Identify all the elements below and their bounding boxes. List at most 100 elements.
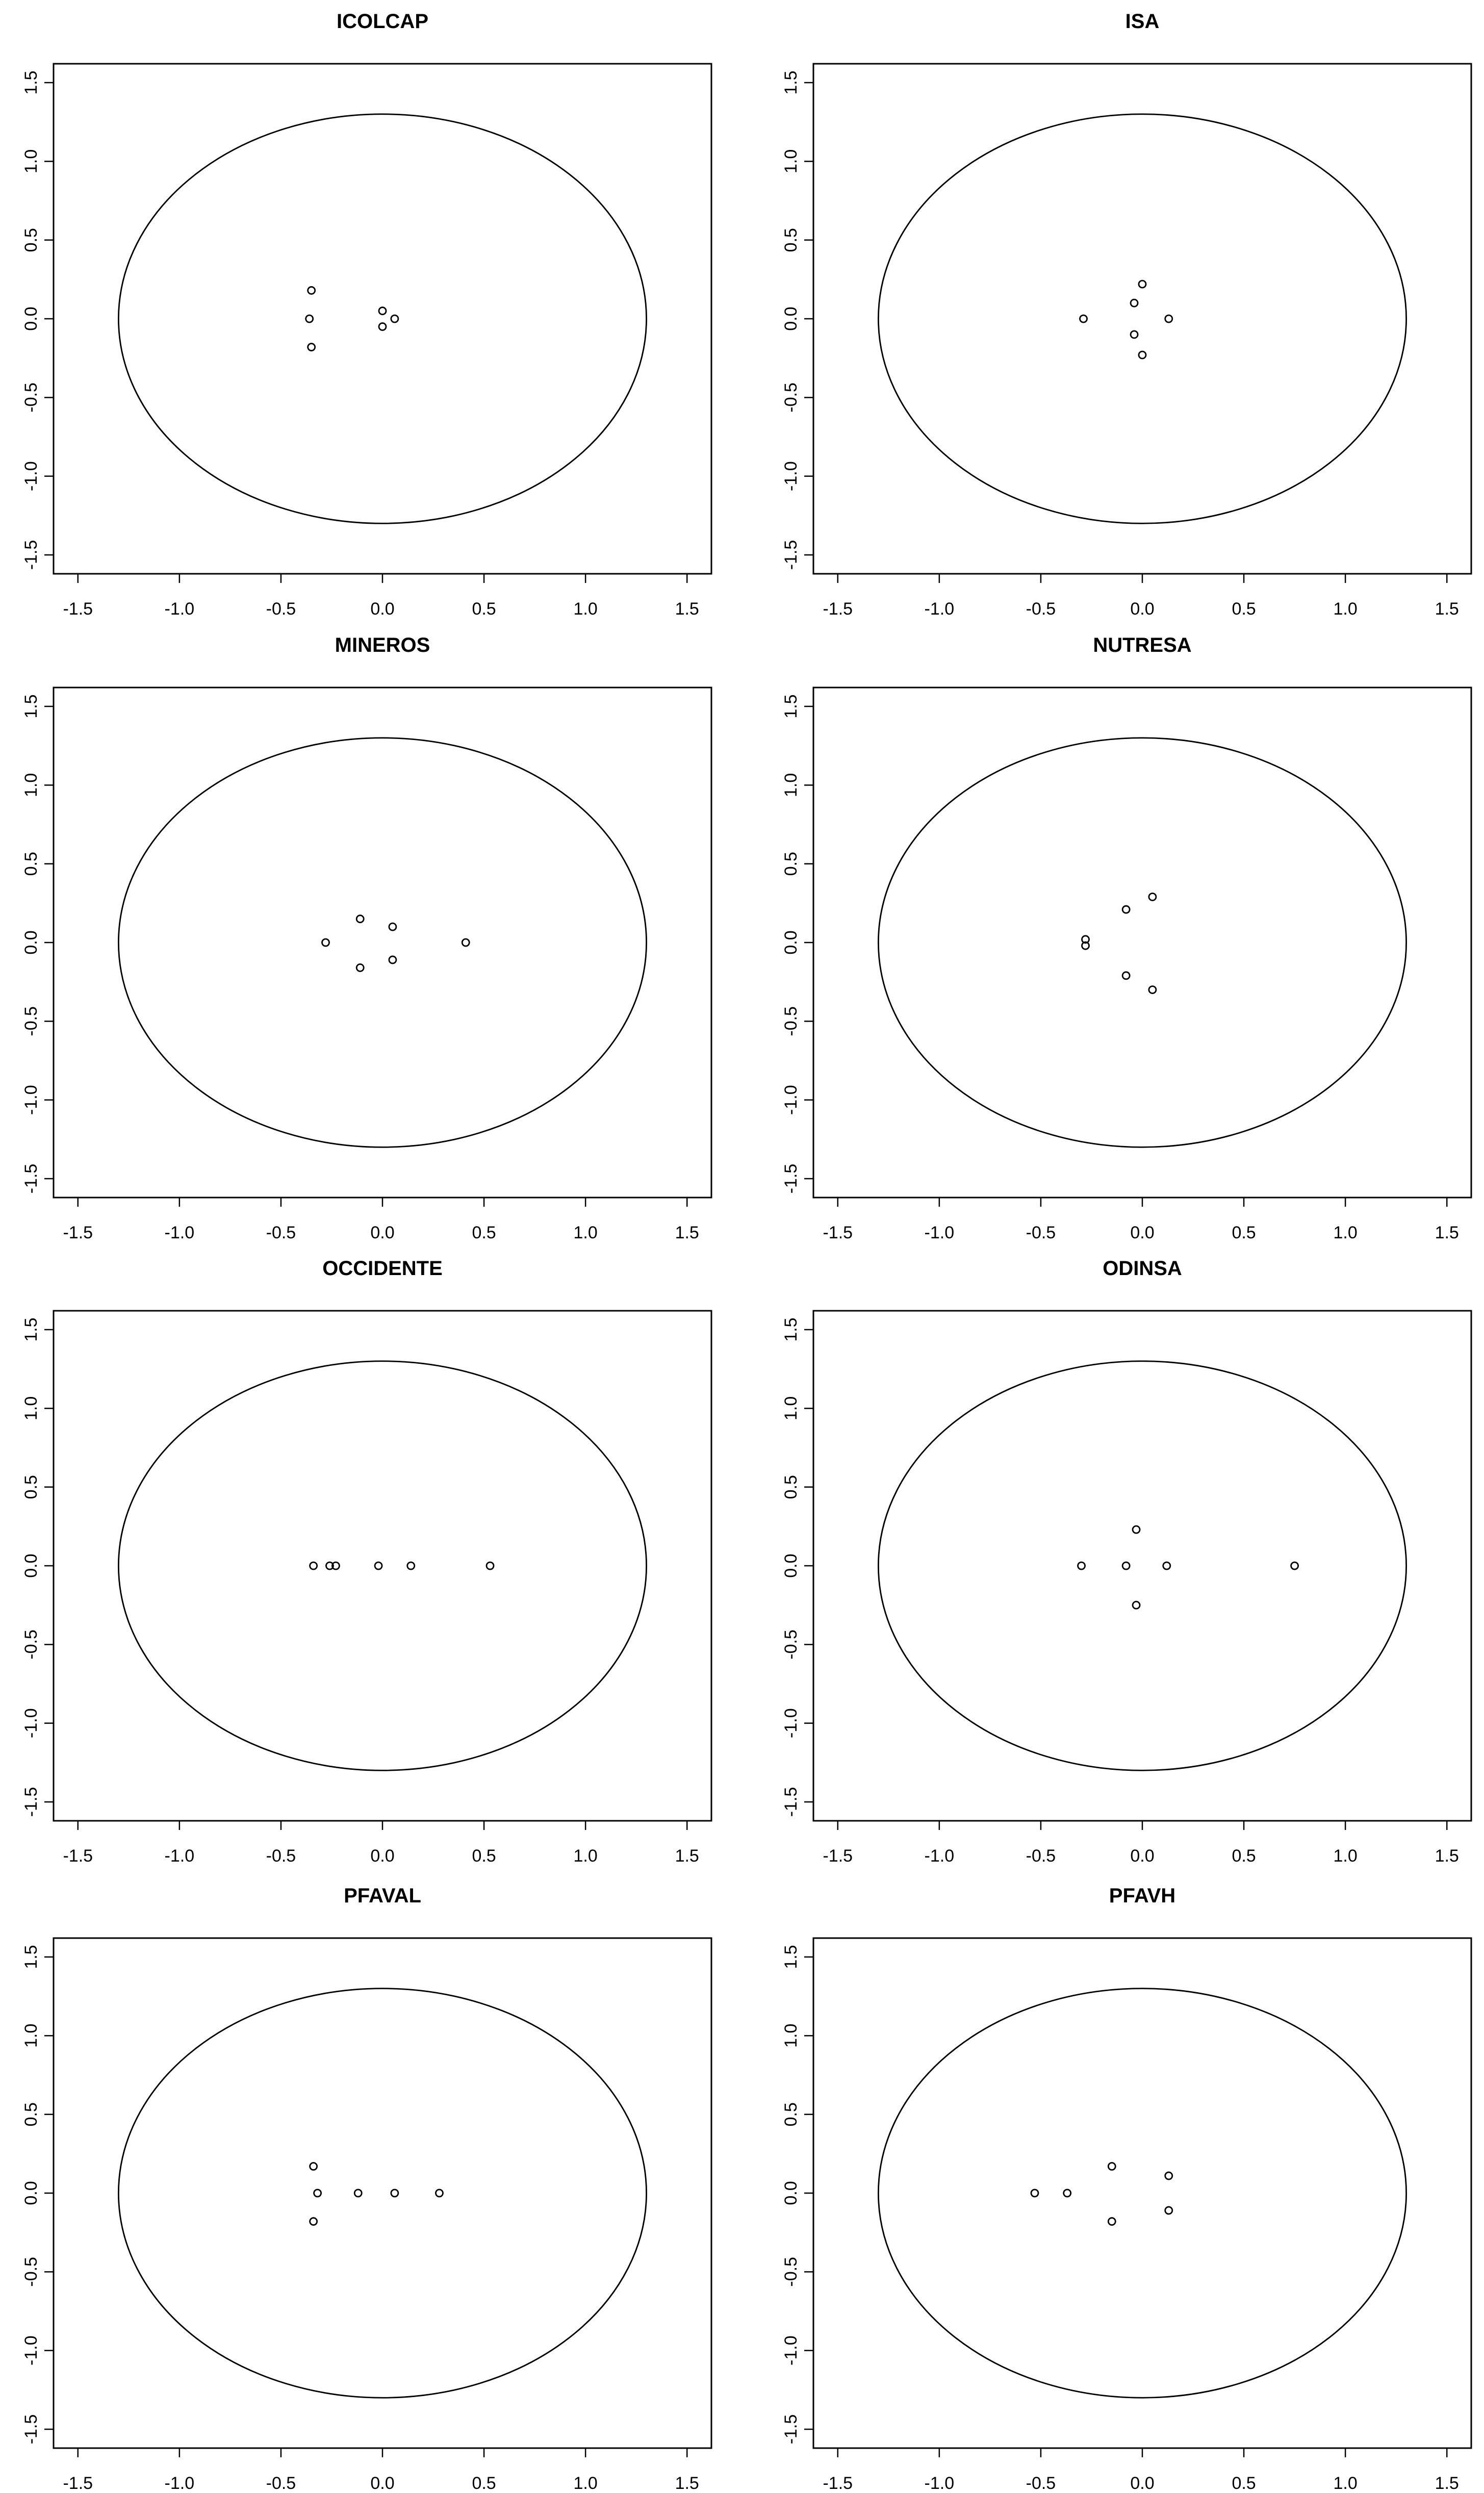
root-point	[1164, 2171, 1173, 2180]
x-tick-label: -1.0	[165, 599, 195, 619]
panel-nutresa: NUTRESA -1.5 -1.0 -0.5 0.0 0.5 1.0 1.5 -1.5 -1.0 -…	[781, 634, 1472, 1242]
y-tick-label: -0.5	[21, 1630, 41, 1660]
root-point	[305, 314, 314, 323]
y-tick-label: 0.0	[21, 930, 41, 954]
y-tick-label: 0.5	[21, 2102, 41, 2126]
x-tick-label: 1.0	[574, 599, 598, 619]
y-tick-label: 0.5	[781, 228, 801, 252]
x-tick-label: -0.5	[266, 1223, 296, 1242]
panel-title: ODINSA	[1103, 1257, 1182, 1280]
x-tick-label: 1.5	[1435, 1846, 1459, 1866]
root-point	[374, 1561, 383, 1570]
y-tick-label: 0.0	[781, 1554, 801, 1578]
root-point	[1138, 279, 1147, 289]
x-tick-label: 1.5	[675, 1846, 699, 1866]
root-point	[307, 343, 316, 351]
y-tick-label: 1.5	[781, 70, 801, 94]
y-tick-label: 1.5	[781, 1945, 801, 1969]
y-tick-label: 0.5	[781, 1475, 801, 1499]
root-point	[1162, 1561, 1171, 1570]
x-tick-label: -0.5	[266, 1846, 296, 1866]
x-tick-label: 0.0	[370, 1846, 394, 1866]
x-tick-label: -1.5	[63, 1846, 93, 1866]
x-tick-label: -1.0	[165, 1223, 195, 1242]
x-tick-label: 0.0	[1130, 2474, 1154, 2493]
y-tick-label: 0.0	[781, 930, 801, 954]
y-tick-label: 1.5	[21, 694, 41, 718]
reference-circle	[878, 113, 1407, 524]
y-tick-label: -1.0	[21, 1708, 41, 1738]
root-point	[1079, 314, 1088, 323]
x-tick-label: -0.5	[1026, 2474, 1056, 2493]
x-tick-label: 1.0	[1334, 1223, 1358, 1242]
y-tick-label: 1.0	[21, 1396, 41, 1420]
y-tick-label: 1.5	[781, 1317, 801, 1341]
root-point	[461, 938, 470, 947]
y-tick-label: 0.5	[21, 1475, 41, 1499]
x-tick-label: 1.5	[1435, 2474, 1459, 2493]
y-tick-label: -1.0	[21, 1085, 41, 1115]
root-point	[309, 2162, 318, 2171]
reference-circle	[878, 1360, 1407, 1771]
y-tick-label: -1.5	[21, 1787, 41, 1817]
y-tick-label: -0.5	[781, 2257, 801, 2287]
root-point	[1290, 1561, 1299, 1570]
root-point	[388, 922, 397, 931]
x-tick-label: 0.5	[1232, 1846, 1256, 1866]
reference-circle	[118, 113, 647, 524]
x-tick-label: 0.0	[1130, 599, 1154, 619]
y-tick-label: 0.0	[781, 307, 801, 330]
panel-pfavh: PFAVH -1.5 -1.0 -0.5 0.0 0.5 1.0 1.5 -1.5 -1.0 -0.…	[781, 1885, 1472, 2493]
x-tick-label: 1.5	[1435, 1223, 1459, 1242]
root-point	[1132, 1600, 1141, 1610]
y-tick-label: -1.0	[21, 461, 41, 491]
y-tick-label: 1.0	[781, 1396, 801, 1420]
y-tick-label: -1.0	[781, 1085, 801, 1115]
y-tick-label: 1.0	[781, 149, 801, 173]
root-point	[1081, 941, 1090, 950]
root-point	[1107, 2217, 1116, 2226]
y-tick-label: 0.0	[21, 307, 41, 330]
x-tick-label: 0.5	[472, 599, 496, 619]
panel-mineros: MINEROS -1.5 -1.0 -0.5 0.0 0.5 1.0 1.5 -1.5 -1.0 -…	[21, 634, 712, 1242]
panel-pfaval: PFAVAL -1.5 -1.0 -0.5 0.0 0.5 1.0 1.5 -1.5 -1.0 -0…	[21, 1885, 712, 2493]
y-tick-label: 1.0	[21, 773, 41, 797]
x-tick-label: -1.0	[165, 2474, 195, 2493]
root-point	[1130, 330, 1139, 339]
root-point	[1081, 935, 1090, 944]
y-tick-label: 0.5	[781, 852, 801, 876]
x-tick-label: 0.0	[370, 1223, 394, 1242]
y-tick-label: -1.5	[781, 540, 801, 570]
root-point	[1130, 298, 1139, 308]
y-tick-label: -1.0	[781, 461, 801, 491]
x-tick-label: -1.5	[823, 1223, 853, 1242]
root-point	[485, 1561, 495, 1570]
x-tick-label: 1.5	[1435, 599, 1459, 619]
y-tick-label: -1.0	[781, 2335, 801, 2365]
root-point	[309, 1561, 318, 1570]
x-tick-label: 1.5	[675, 2474, 699, 2493]
x-tick-label: -1.5	[823, 599, 853, 619]
x-tick-label: 0.0	[1130, 1846, 1154, 1866]
root-point	[378, 322, 387, 331]
root-point	[353, 2189, 363, 2198]
x-tick-label: -0.5	[266, 2474, 296, 2493]
reference-circle	[118, 737, 647, 1148]
x-tick-label: 0.5	[472, 1223, 496, 1242]
y-tick-label: 0.0	[781, 2181, 801, 2205]
y-tick-label: 1.0	[781, 773, 801, 797]
x-tick-label: -1.5	[63, 599, 93, 619]
root-point	[1121, 1561, 1131, 1570]
y-tick-label: 0.5	[21, 852, 41, 876]
x-tick-label: -0.5	[1026, 1223, 1056, 1242]
y-tick-label: -1.5	[21, 540, 41, 570]
x-tick-label: -1.0	[925, 1846, 955, 1866]
x-tick-label: 1.0	[574, 1846, 598, 1866]
root-point	[313, 2189, 322, 2198]
root-point	[355, 963, 365, 972]
root-point	[1121, 971, 1131, 980]
y-tick-label: 0.0	[21, 1554, 41, 1578]
y-tick-label: -1.5	[781, 2414, 801, 2445]
reference-circle	[118, 1988, 647, 2399]
reference-circle	[118, 1360, 647, 1771]
